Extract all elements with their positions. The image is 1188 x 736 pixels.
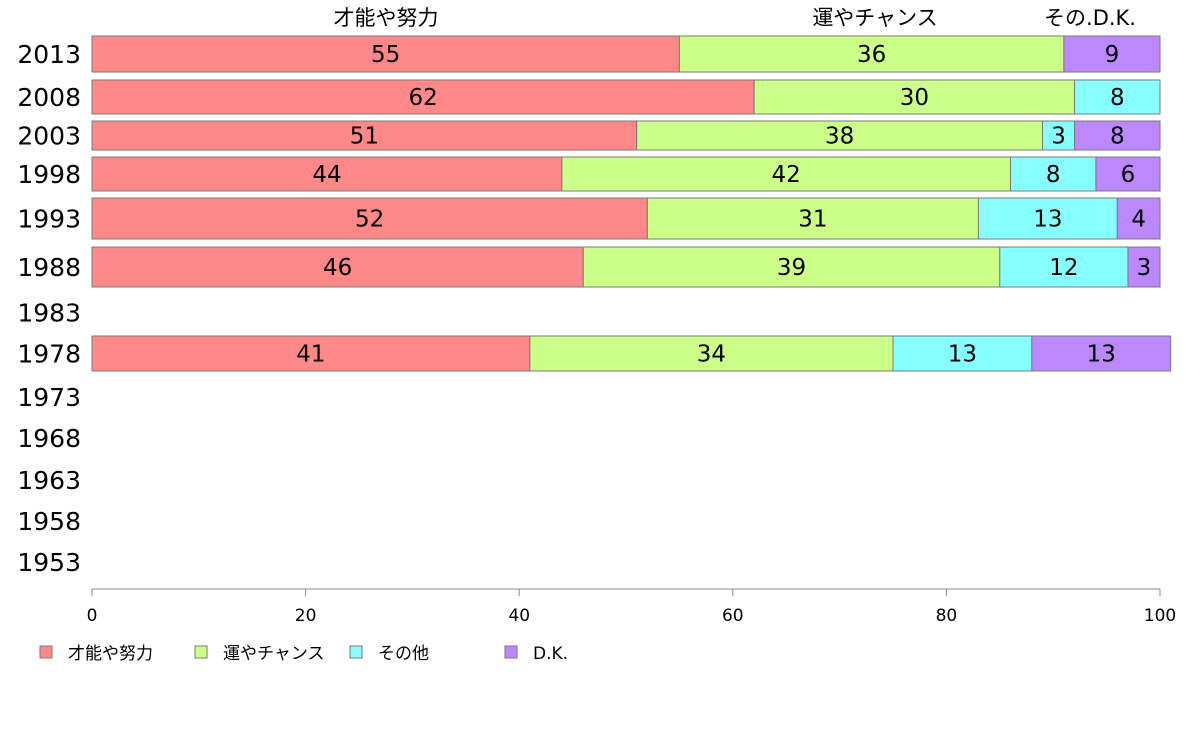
year-label-1953: 1953: [17, 548, 81, 577]
header-label-other-dk: その.D.K.: [1044, 6, 1136, 30]
bar-label-1978-series-1: 34: [697, 342, 726, 368]
bar-label-1988-series-2: 12: [1049, 255, 1078, 281]
bar-segments: 55 36 962 30 851 38 3 844 42 8 652 31 13 446 39 12 341 34…: [91, 35, 1172, 372]
x-tick-label-80: 80: [936, 606, 958, 626]
year-label-1993: 1993: [17, 205, 81, 234]
bar-label-1993-series-3: 4: [1131, 207, 1146, 233]
bar-1993-series-3: [1116, 197, 1161, 240]
bar-label-2008-series-2: 8: [1110, 85, 1125, 111]
bar-2003-series-3: [1074, 120, 1161, 151]
x-tick-label-20: 20: [295, 606, 317, 626]
bar-2003-series-0: [91, 120, 638, 151]
bar-1978-series-0: [91, 335, 531, 372]
bar-label-2013-series-3: 9: [1105, 42, 1120, 68]
bar-label-1988-series-1: 39: [777, 255, 806, 281]
year-label-1973: 1973: [17, 383, 81, 412]
header-label-talent: 才能や努力: [334, 6, 439, 30]
bar-label-1988-series-3: 3: [1137, 255, 1152, 281]
bar-1993-series-1: [646, 197, 979, 240]
bar-label-1993-series-1: 31: [798, 207, 827, 233]
header-label-luck: 運やチャンス: [812, 6, 937, 30]
x-tick-label-0: 0: [87, 606, 98, 626]
legend-label-1: 運やチャンス: [223, 644, 325, 664]
year-label-1968: 1968: [17, 424, 81, 453]
year-label-1998: 1998: [17, 160, 81, 189]
bar-label-2003-series-3: 8: [1110, 124, 1125, 150]
year-label-2013: 2013: [17, 40, 81, 69]
bar-2013-series-3: [1063, 35, 1161, 73]
bar-label-1978-series-2: 13: [948, 342, 977, 368]
bar-label-1998-series-1: 42: [772, 162, 801, 188]
bar-1988-series-0: [91, 246, 584, 288]
bar-label-2008-series-1: 30: [900, 85, 929, 111]
bar-label-2003-series-0: 51: [350, 124, 379, 150]
bar-2008-series-2: [1074, 79, 1161, 115]
year-label-1958: 1958: [17, 507, 81, 536]
bar-1988-series-1: [582, 246, 1001, 288]
bar-label-2013-series-1: 36: [857, 42, 886, 68]
bar-1998-series-2: [1009, 156, 1097, 192]
bar-1993-series-2: [977, 197, 1118, 240]
year-axis-labels: 2013 2008 2003 1998 1993 1988 1983 1978 1973 1968…: [17, 40, 81, 577]
bar-label-1993-series-2: 13: [1033, 207, 1062, 233]
bar-label-2013-series-0: 55: [371, 42, 400, 68]
legend-swatch-0: [39, 645, 53, 659]
bar-1998-series-1: [561, 156, 1011, 192]
year-label-1988: 1988: [17, 253, 81, 282]
bar-2003-series-2: [1042, 120, 1076, 151]
legend-label-3: D.K.: [533, 644, 568, 664]
bar-2003-series-1: [636, 120, 1044, 151]
bar-1978-series-3: [1031, 335, 1172, 372]
bar-2013-series-1: [678, 35, 1065, 73]
x-tick-label-100: 100: [1144, 606, 1176, 626]
x-tick-label-40: 40: [508, 606, 530, 626]
bar-2008-series-1: [753, 79, 1076, 115]
bar-label-1998-series-3: 6: [1121, 162, 1136, 188]
bar-label-2003-series-2: 3: [1051, 124, 1066, 150]
legend: 才能や努力 運やチャンス その他 D.K.: [39, 644, 568, 664]
bar-1988-series-2: [999, 246, 1129, 288]
year-label-1978: 1978: [17, 340, 81, 369]
bar-1998-series-3: [1095, 156, 1161, 192]
x-axis: 0 20 40 60 80 100: [87, 588, 1176, 626]
year-label-1963: 1963: [17, 466, 81, 495]
bar-1988-series-3: [1127, 246, 1161, 288]
bar-1978-series-2: [892, 335, 1033, 372]
bar-2013-series-0: [91, 35, 680, 73]
year-label-2008: 2008: [17, 83, 81, 112]
year-label-1983: 1983: [17, 299, 81, 328]
legend-swatch-1: [194, 645, 208, 659]
bar-label-2003-series-1: 38: [825, 124, 854, 150]
x-tick-label-60: 60: [722, 606, 744, 626]
year-label-2003: 2003: [17, 122, 81, 151]
bar-2008-series-0: [91, 79, 755, 115]
legend-label-2: その他: [378, 644, 429, 664]
bar-label-1993-series-0: 52: [355, 207, 384, 233]
bar-label-1978-series-3: 13: [1087, 342, 1116, 368]
column-header-labels: 才能や努力 運やチャンス その.D.K.: [334, 6, 1136, 30]
bar-label-1978-series-0: 41: [296, 342, 325, 368]
legend-swatch-2: [349, 645, 363, 659]
legend-swatch-3: [504, 645, 518, 659]
bar-label-2008-series-0: 62: [408, 85, 437, 111]
bar-label-1988-series-0: 46: [323, 255, 352, 281]
bar-label-1998-series-0: 44: [312, 162, 341, 188]
legend-label-0: 才能や努力: [68, 644, 153, 664]
bar-label-1998-series-2: 8: [1046, 162, 1061, 188]
